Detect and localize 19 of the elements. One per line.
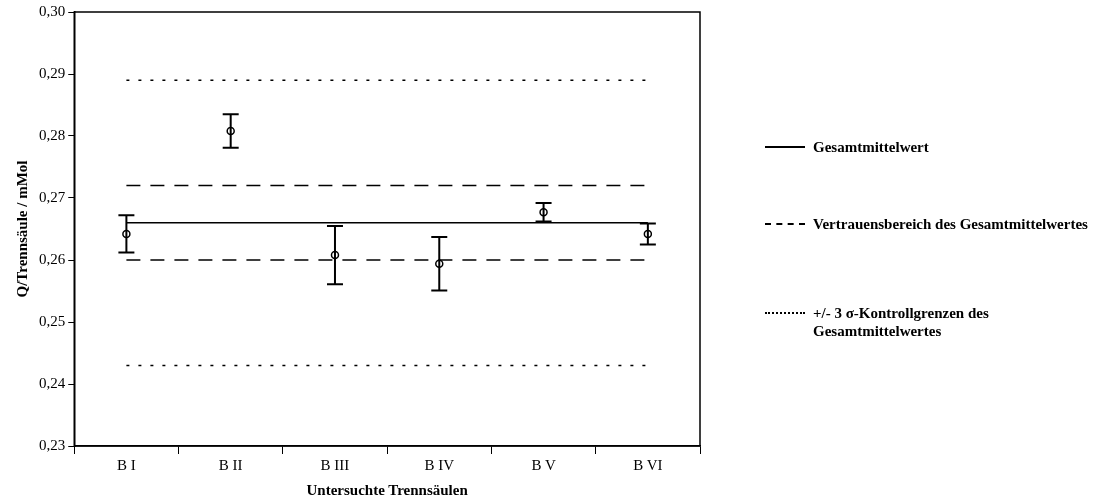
- legend-label: +/- 3 σ-Kontrollgrenzen des Gesamtmittelwertes: [813, 304, 990, 340]
- x-tick-label: B V: [531, 456, 556, 473]
- y-tick-label: 0,23: [39, 436, 66, 453]
- y-tick-label: 0,27: [39, 188, 66, 205]
- y-tick-label: 0,28: [39, 126, 66, 143]
- y-axis-title: Q/Trennsäule / mMol: [13, 160, 30, 298]
- legend-label: Gesamtmittelwert: [813, 138, 930, 156]
- y-tick-label: 0,26: [39, 250, 66, 267]
- x-tick-label: B I: [117, 456, 136, 473]
- y-tick-label: 0,25: [39, 312, 66, 329]
- y-tick-label: 0,30: [39, 2, 66, 19]
- x-tick-label: B III: [320, 456, 350, 473]
- y-tick-label: 0,29: [39, 64, 66, 81]
- x-tick-label: B IV: [424, 456, 455, 473]
- legend-label: Vertrauensbereich des Gesamtmittelwertes: [813, 215, 1089, 233]
- y-tick-label: 0,24: [39, 374, 66, 391]
- x-axis-title: Untersuchte Trennsäulen: [306, 481, 469, 498]
- x-tick-label: B VI: [633, 456, 663, 473]
- x-tick-label: B II: [218, 456, 243, 473]
